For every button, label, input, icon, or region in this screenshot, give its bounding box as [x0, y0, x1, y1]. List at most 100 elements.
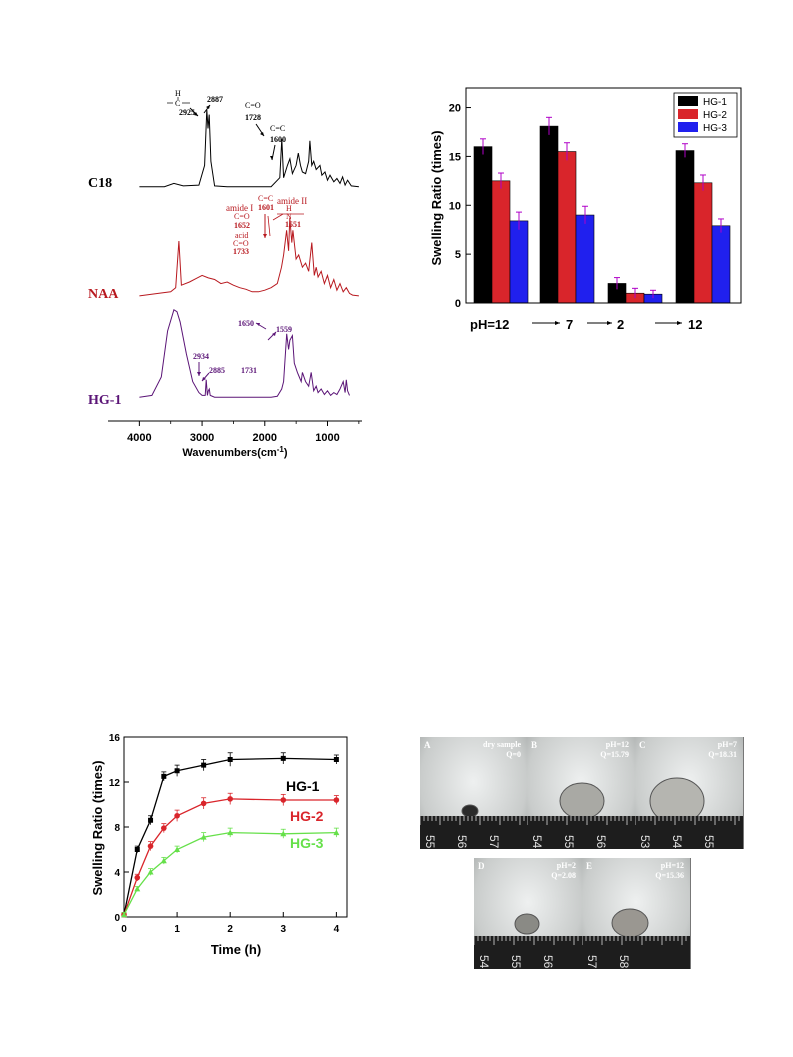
time-y-axis-label: Swelling Ratio (times): [90, 760, 105, 895]
time-series-label-hg2: HG-2: [290, 808, 324, 824]
data-point-square: [227, 757, 233, 762]
data-point-square: [161, 773, 167, 779]
data-point-square: [201, 762, 207, 768]
time-x-tick-label: 0: [121, 924, 127, 935]
annot-naa-1652: 1652: [234, 221, 250, 230]
panel-letter: A: [424, 740, 431, 750]
panel-letter: E: [586, 861, 593, 871]
annot-naa-acid: acid: [235, 231, 248, 240]
data-point-triangle: [147, 869, 154, 875]
time-y-tick-label: 0: [114, 913, 120, 924]
time-y-tick-label: 4: [114, 868, 120, 879]
ruler-number: 53: [638, 835, 652, 849]
panel-condition: pH=12: [660, 861, 684, 870]
bar-category-label-3: 2: [617, 317, 624, 332]
bar-y-tick-label: 5: [455, 249, 461, 261]
annot-naa-n: N: [286, 212, 292, 221]
ruler-number: 55: [562, 835, 576, 849]
bar-legend: HG-1 HG-2 HG-3: [673, 92, 738, 138]
data-point-square: [174, 768, 180, 774]
legend-label-hg2: HG-2: [703, 110, 727, 121]
hydrogel-sample: [461, 804, 479, 818]
photo-image: 57 58: [582, 908, 690, 969]
panel-letter: B: [531, 740, 538, 750]
ftir-series-line-naa: [139, 217, 359, 297]
time-x-tick-label: 2: [227, 924, 233, 935]
annot-hg-1559: 1559: [276, 325, 292, 334]
panel-condition: pH=12: [605, 740, 629, 749]
annot-c18-h: H: [175, 89, 181, 98]
data-point-triangle: [134, 885, 141, 892]
annot-c18-c: C: [175, 99, 180, 108]
data-point-triangle: [333, 829, 340, 836]
annot-hg-2885: 2885: [209, 366, 225, 375]
annot-c18-1728: 1728: [245, 113, 261, 122]
panel-swelling-value: Q=15.79: [600, 750, 629, 759]
time-x-axis-label: Time (h): [211, 942, 261, 957]
photo-image: 54 55 56: [474, 913, 582, 969]
ruler-number: 54: [530, 835, 544, 849]
data-point-circle: [174, 812, 180, 819]
panel-swelling-value: Q=2.08: [551, 871, 576, 880]
time-x-tick-label: 3: [281, 924, 287, 935]
annot-naa-co: C=O: [234, 212, 250, 221]
annot-c18-cc: C=C: [270, 124, 285, 133]
panel-condition: dry sample: [483, 740, 521, 749]
annot-c18-1600: 1600: [270, 135, 286, 144]
data-point-circle: [333, 797, 340, 803]
ftir-x-tick-label: 2000: [253, 432, 277, 444]
data-point-triangle: [160, 857, 167, 864]
ftir-x-tick-label: 4000: [127, 432, 151, 444]
legend-swatch-hg1: [678, 96, 698, 106]
data-point-triangle: [227, 829, 234, 836]
bar-y-tick-label: 0: [455, 298, 461, 310]
data-point-square: [134, 847, 140, 852]
legend-swatch-hg2: [678, 109, 698, 119]
ftir-x-tick-label: 1000: [315, 432, 339, 444]
data-point-circle: [134, 874, 141, 881]
ruler: [582, 936, 690, 969]
annot-naa-h: H: [286, 204, 292, 213]
photo-image: 54 55 56: [527, 782, 635, 849]
data-point-circle: [227, 796, 233, 802]
ftir-x-tick-label: 3000: [190, 432, 214, 444]
annot-naa-amide1: amide I: [226, 203, 253, 213]
data-point-square: [333, 757, 339, 762]
time-y-tick-label: 16: [109, 733, 121, 744]
series-label-c18: C18: [88, 176, 112, 191]
panel-letter: C: [639, 740, 646, 750]
annot-c18-2887: 2887: [207, 95, 223, 104]
bar-y-tick-label: 10: [449, 200, 461, 212]
time-x-tick-label: 1: [174, 924, 180, 935]
ruler-number: 55: [702, 835, 716, 849]
annot-naa-1551: 1551: [285, 220, 301, 229]
annot-hg-1731: 1731: [241, 366, 257, 375]
bar-category-label-4: 12: [688, 317, 702, 332]
annot-naa-co2: C=O: [233, 239, 249, 248]
data-point-circle: [280, 797, 287, 803]
bar-category-label-2: 7: [566, 317, 573, 332]
ruler-number: 56: [541, 955, 555, 969]
time-y-tick-label: 8: [114, 823, 120, 834]
annot-hg-2934: 2934: [193, 352, 209, 361]
ftir-series-line-hg-1: [139, 309, 350, 398]
bar-y-axis-label: Swelling Ratio (times): [429, 130, 444, 265]
panel-swelling-value: Q=15.36: [655, 871, 684, 880]
annot-naa-cc: C=C: [258, 194, 273, 203]
ruler-number: 57: [585, 955, 599, 969]
ftir-series-line-c18: [139, 109, 359, 188]
time-y-tick-label: 12: [109, 778, 121, 789]
bar-category-label-1: pH=12: [470, 317, 509, 332]
legend-label-hg3: HG-3: [703, 123, 727, 134]
annot-hg-1650: 1650: [238, 319, 254, 328]
bar-y-tick-label: 15: [449, 151, 461, 163]
annot-c18-2925: 2925: [179, 108, 195, 117]
ruler-number: 54: [477, 955, 491, 969]
time-series-label-hg1: HG-1: [286, 778, 320, 794]
